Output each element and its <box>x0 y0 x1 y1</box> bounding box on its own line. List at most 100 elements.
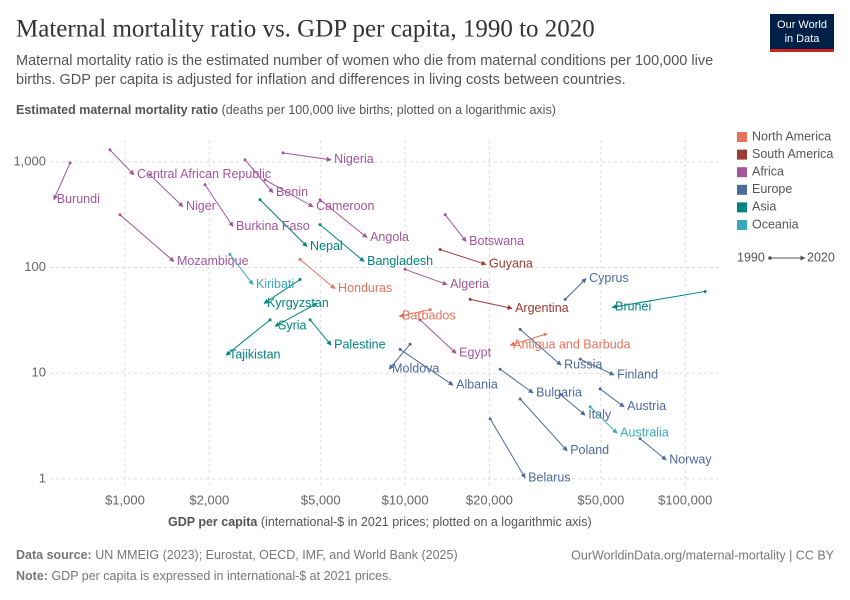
arrow <box>53 162 71 201</box>
country-label: Mozambique <box>177 254 249 268</box>
legend-label: Europe <box>752 182 792 196</box>
y-tick-label: 100 <box>24 259 46 274</box>
arrow <box>309 319 332 346</box>
arrow <box>399 348 454 386</box>
country-label: Syria <box>278 319 307 333</box>
country-label: Finland <box>617 367 658 381</box>
country-label: Kiribati <box>256 277 294 291</box>
country-label: Egypt <box>459 346 491 360</box>
country-label: Burundi <box>57 192 100 206</box>
legend-swatch <box>737 202 747 213</box>
chart-title: Maternal mortality ratio vs. GDP per cap… <box>16 16 595 43</box>
country-label: Niger <box>186 199 216 213</box>
arrow <box>398 309 431 318</box>
subtitle: births. GDP per capita is adjusted for i… <box>16 72 626 88</box>
logo[interactable]: Our World in Data <box>770 14 834 52</box>
country-label: Italy <box>588 408 612 422</box>
arrow <box>519 328 562 366</box>
country-label: Moldova <box>392 362 439 376</box>
legend-swatch <box>737 220 747 230</box>
source: Data source: UN MMEIG (2023); Eurostat, … <box>16 548 458 562</box>
arrow <box>225 319 271 356</box>
arrow <box>519 398 568 452</box>
x-tick-label: $100,000 <box>658 492 712 507</box>
subtitle: Maternal mortality ratio is the estimate… <box>16 53 713 69</box>
country-label: Algeria <box>450 277 489 291</box>
arrow <box>639 438 667 461</box>
arrow <box>319 224 365 262</box>
x-tick-label: $1,000 <box>105 492 145 507</box>
note: Note: GDP per capita is expressed in int… <box>16 569 392 583</box>
x-tick-label: $10,000 <box>382 492 429 507</box>
time-key-end: 2020 <box>807 250 835 264</box>
arrow <box>229 254 254 285</box>
y-tick-label: 1 <box>39 470 46 485</box>
arrow <box>559 394 586 416</box>
country-label: Cameroon <box>316 199 374 213</box>
arrow <box>244 159 274 194</box>
arrow <box>259 199 308 247</box>
x-axis-label: GDP per capita (international-$ in 2021 … <box>168 515 592 529</box>
logo-text: Our World <box>777 19 827 31</box>
country-label: Palestine <box>334 338 385 352</box>
arrow <box>204 184 234 228</box>
source-text: UN MMEIG (2023); Eurostat, OECD, IMF, an… <box>95 548 457 562</box>
legend-label: Africa <box>752 164 784 178</box>
legend-label: South America <box>752 147 833 161</box>
arrow <box>509 333 546 347</box>
country-label: Belarus <box>528 470 570 484</box>
country-label: Barbados <box>402 309 456 323</box>
x-axis-label-rest: (international-$ in 2021 prices; plotted… <box>261 515 592 529</box>
arrow <box>579 358 615 376</box>
country-label: Angola <box>370 230 409 244</box>
arrow <box>119 214 175 262</box>
legend-swatch <box>737 149 747 160</box>
legend-swatch <box>737 184 747 195</box>
y-tick-label: 10 <box>32 365 46 380</box>
country-label: Botswana <box>469 234 524 248</box>
source-url[interactable]: OurWorldinData.org/maternal-mortality | … <box>571 548 834 562</box>
time-key-start: 1990 <box>737 250 765 264</box>
arrow <box>282 152 332 162</box>
legend-swatch <box>737 167 747 178</box>
country-label: Norway <box>669 452 712 466</box>
country-label: Honduras <box>338 281 392 295</box>
arrow <box>388 343 411 370</box>
logo-box <box>770 14 834 52</box>
y-axis-label-rest: (deaths per 100,000 live births; plotted… <box>222 103 556 117</box>
arrow <box>149 174 184 208</box>
country-label: Albania <box>456 378 498 392</box>
country-label: Austria <box>627 399 666 413</box>
country-label: Guyana <box>489 257 533 271</box>
arrow <box>264 179 314 208</box>
country-label: Bangladesh <box>367 254 433 268</box>
legend-label: Oceania <box>752 217 799 231</box>
y-axis-label-bold: Estimated maternal mortality ratio <box>16 103 219 117</box>
legend-label: Asia <box>752 200 776 214</box>
country-label: Nepal <box>310 239 343 253</box>
arrow <box>611 290 706 310</box>
country-label: Benin <box>276 185 308 199</box>
legend-swatch <box>737 132 747 142</box>
country-label: Argentina <box>515 301 569 315</box>
arrow <box>319 199 368 238</box>
country-label: Central African Republic <box>137 167 271 181</box>
arrow <box>489 418 526 479</box>
x-tick-label: $50,000 <box>577 492 624 507</box>
country-label: Brunei <box>615 300 651 314</box>
x-tick-label: $5,000 <box>301 492 341 507</box>
note-label: Note: <box>16 569 48 583</box>
country-label: Poland <box>570 443 609 457</box>
source-label: Data source: <box>16 548 92 562</box>
country-label: Bulgaria <box>536 385 582 399</box>
country-label: Tajikistan <box>229 348 280 362</box>
country-label: Kyrgyzstan <box>267 296 329 310</box>
logo-text: in Data <box>785 33 821 45</box>
arrow <box>263 279 301 304</box>
arrow <box>419 319 457 354</box>
arrow <box>109 149 135 176</box>
arrow <box>564 278 587 300</box>
legend-label: North America <box>752 129 831 143</box>
note-text: GDP per capita is expressed in internati… <box>51 569 391 583</box>
